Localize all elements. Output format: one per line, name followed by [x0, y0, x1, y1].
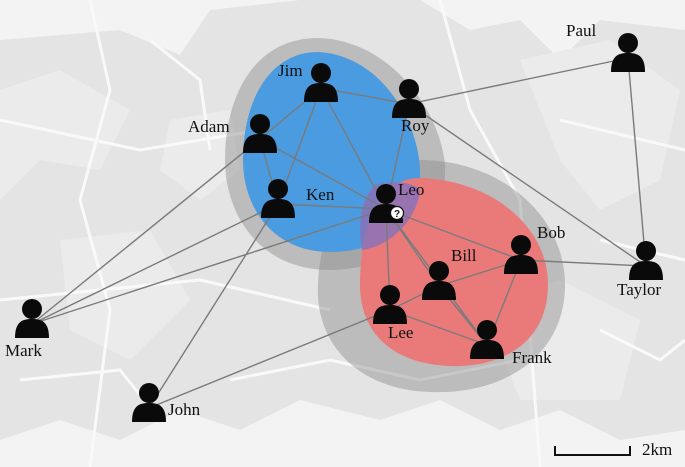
person-icon: [373, 285, 407, 324]
person-lee[interactable]: Lee: [373, 285, 413, 342]
person-name: Adam: [188, 117, 230, 136]
person-icon: [470, 320, 504, 359]
edge-jim-leo: [320, 87, 387, 210]
scale-bar: 2km: [554, 440, 672, 459]
person-name: John: [168, 400, 201, 419]
person-leo[interactable]: ? Leo: [369, 180, 424, 223]
person-adam[interactable]: Adam: [188, 114, 277, 153]
person-name: Bob: [537, 223, 565, 242]
person-icon: [629, 241, 663, 280]
edge-roy-paul: [408, 57, 629, 105]
person-name: Ken: [306, 185, 335, 204]
person-mark[interactable]: Mark: [5, 299, 49, 360]
person-taylor[interactable]: Taylor: [617, 241, 663, 299]
edge-leo-mark: [31, 208, 387, 325]
edge-bob-taylor: [520, 259, 647, 267]
person-bob[interactable]: Bob: [504, 223, 565, 274]
person-icon: [422, 261, 456, 300]
question-badge-icon: ?: [389, 205, 405, 221]
scale-bar-label: 2km: [642, 440, 672, 459]
person-icon: [504, 235, 538, 274]
person-name: Mark: [5, 341, 42, 360]
person-name: Paul: [566, 21, 597, 40]
person-name: Jim: [278, 61, 303, 80]
person-icon: [304, 63, 338, 102]
edge-leo-bob: [385, 208, 522, 261]
person-name: Leo: [398, 180, 424, 199]
edge-adam-mark: [31, 138, 261, 325]
person-icon: [261, 179, 295, 218]
edge-lee-john: [148, 309, 391, 409]
person-name: Lee: [388, 323, 413, 342]
person-name: Bill: [451, 246, 477, 265]
person-icon: [392, 79, 426, 118]
person-roy[interactable]: Roy: [392, 79, 430, 135]
edge-ken-mark: [31, 203, 279, 325]
person-jim[interactable]: Jim: [278, 61, 338, 102]
edge-adam-leo: [259, 138, 387, 210]
person-paul[interactable]: Paul: [566, 21, 645, 72]
red-group-area[interactable]: [360, 178, 548, 367]
edge-ken-leo: [277, 203, 387, 210]
edge-roy-taylor: [408, 103, 647, 267]
person-icon: [243, 114, 277, 153]
person-icon: [611, 33, 645, 72]
person-bill[interactable]: Bill: [422, 246, 477, 300]
scale-bar-line: [554, 446, 631, 456]
person-icon: [132, 383, 166, 422]
person-frank[interactable]: Frank: [470, 320, 552, 367]
edge-paul-taylor: [627, 57, 647, 267]
people: Jim Roy Paul Adam Ken? Leo Bob Bill Taylor Mark Le…: [5, 21, 663, 422]
person-name: Taylor: [617, 280, 661, 299]
person-john[interactable]: John: [132, 383, 201, 422]
person-icon: [15, 299, 49, 338]
person-ken[interactable]: Ken: [261, 179, 335, 218]
svg-text:?: ?: [394, 209, 400, 220]
person-name: Roy: [401, 116, 430, 135]
edge-ken-john: [148, 203, 279, 409]
person-name: Frank: [512, 348, 552, 367]
